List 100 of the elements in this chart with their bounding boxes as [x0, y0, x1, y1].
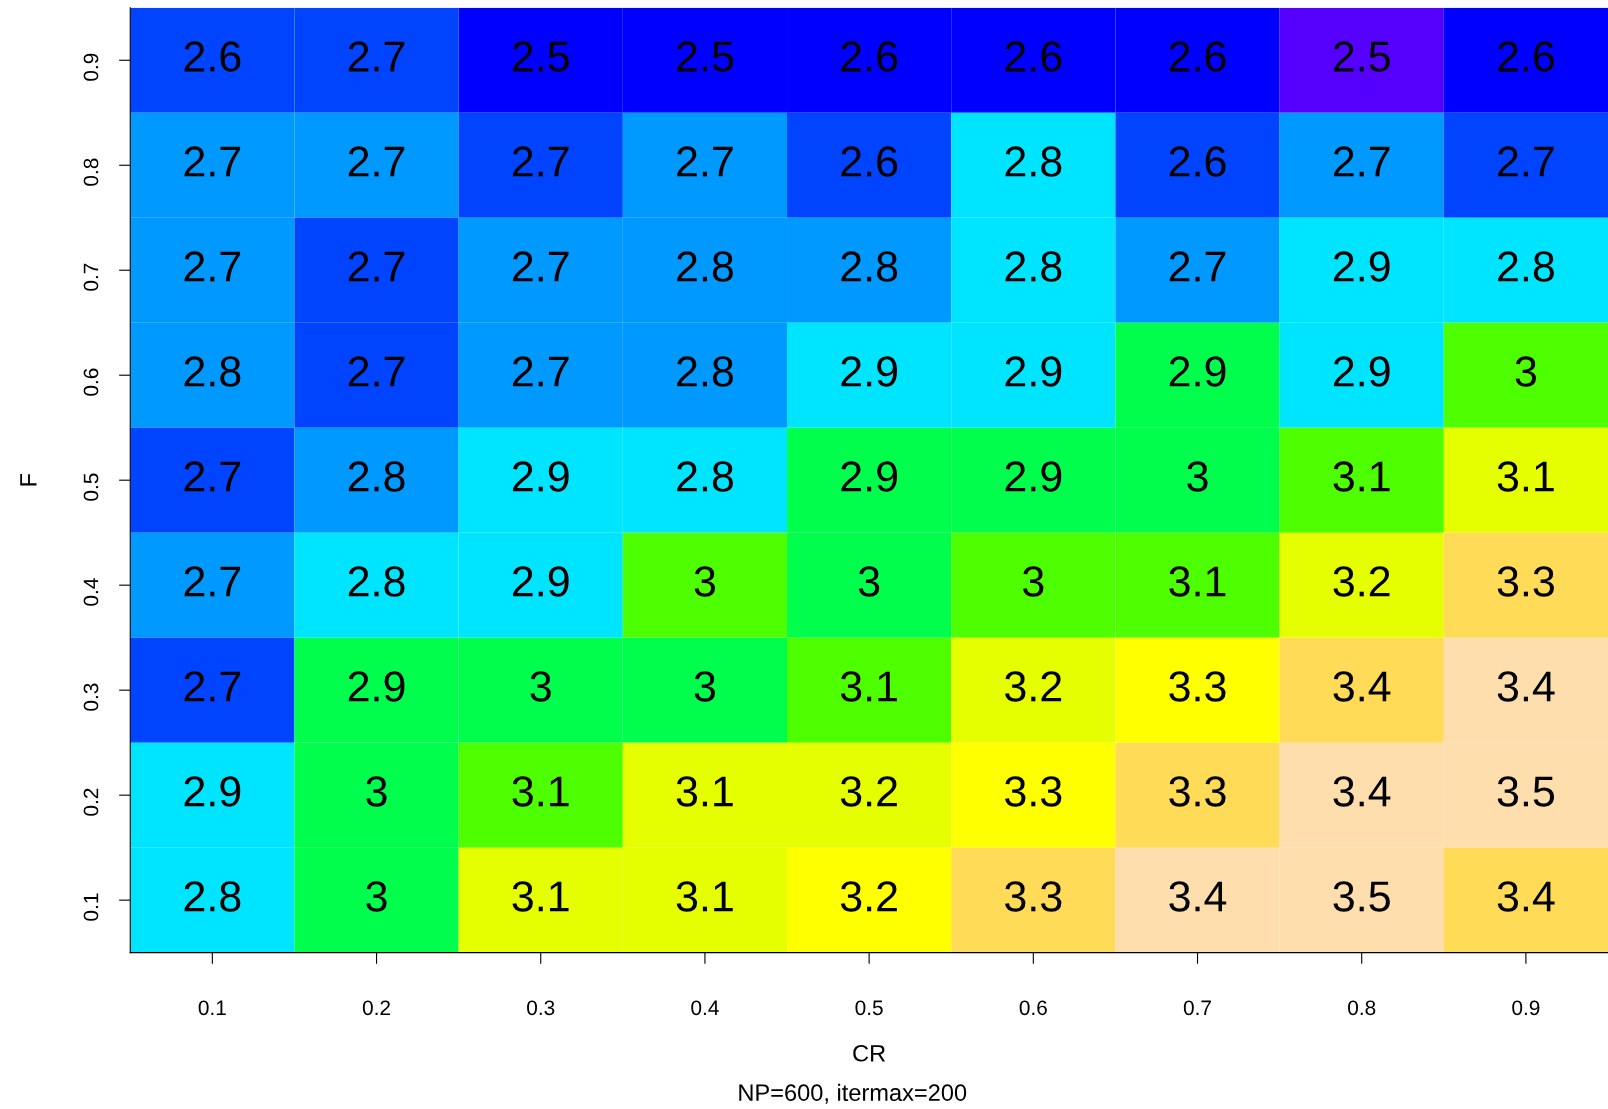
data-label: 3.3: [1497, 566, 1554, 597]
data-label: 3.2: [1005, 671, 1062, 702]
data-label: 2.9: [841, 356, 898, 387]
data-label: 2.7: [1169, 251, 1226, 282]
data-label: 2.7: [184, 461, 241, 492]
data-label: 3.3: [1005, 881, 1062, 912]
x-tick-label: 0.8: [1348, 1000, 1376, 1016]
data-label: 3.4: [1333, 776, 1391, 807]
data-label: 2.5: [512, 41, 569, 72]
data-label: 2.8: [1005, 146, 1062, 177]
data-label: 3.3: [1169, 671, 1226, 702]
data-label: 3.4: [1497, 881, 1555, 912]
x-tick-label: 0.3: [527, 1000, 555, 1016]
data-label: 2.7: [1498, 146, 1554, 177]
data-label: 3.1: [676, 776, 733, 807]
data-label: 2.5: [677, 41, 734, 72]
x-axis-title: CR: [853, 1044, 886, 1062]
data-label: 3: [1515, 356, 1536, 387]
data-label: 2.8: [677, 356, 733, 387]
data-label: 3: [694, 566, 716, 597]
data-label: 2.9: [1333, 251, 1390, 282]
y-tick-label: 0.3: [83, 683, 99, 711]
data-label: 2.7: [348, 41, 405, 72]
data-label: 2.6: [1005, 41, 1062, 72]
data-label: 2.9: [184, 776, 241, 807]
data-label: 2.6: [841, 41, 898, 72]
data-label: 3.2: [1333, 566, 1390, 597]
data-label: 2.7: [677, 146, 733, 177]
x-tick-label: 0.5: [855, 1000, 883, 1016]
data-label: 3.1: [512, 776, 569, 807]
data-label: 2.6: [841, 146, 898, 177]
data-label: 2.9: [1169, 356, 1226, 387]
x-tick-label: 0.4: [691, 1000, 719, 1016]
data-label: 3.1: [512, 881, 569, 912]
data-label: 3.3: [1169, 776, 1226, 807]
y-tick-label: 0.9: [83, 53, 99, 81]
data-label: 2.8: [841, 251, 898, 282]
data-label: 3.1: [1497, 461, 1554, 492]
data-label: 2.9: [1005, 356, 1062, 387]
data-label: 3.1: [676, 881, 733, 912]
data-label: 3: [530, 671, 551, 702]
x-tick-label: 0.6: [1019, 1000, 1047, 1016]
data-label: 3.1: [1169, 566, 1226, 597]
y-axis-title: F: [20, 473, 37, 486]
x-tick-label: 0.7: [1183, 1000, 1211, 1016]
data-label: 2.7: [348, 251, 405, 282]
x-tick-label: 0.2: [362, 1000, 390, 1016]
data-label: 2.6: [1169, 146, 1226, 177]
data-label: 2.7: [184, 251, 241, 282]
data-label: 2.5: [1333, 41, 1390, 72]
data-label: 3.5: [1333, 881, 1390, 912]
data-label: 3: [858, 566, 880, 597]
y-tick-label: 0.6: [83, 368, 99, 396]
data-label: 2.7: [184, 146, 241, 177]
data-label: 3: [366, 776, 387, 807]
y-tick-label: 0.2: [83, 788, 99, 816]
data-label: 3.4: [1497, 671, 1555, 702]
data-label: 2.6: [1498, 41, 1554, 72]
text: NP=600, itermax=200: [739, 1083, 967, 1104]
data-label: 3.4: [1169, 881, 1227, 912]
data-label: 2.8: [1005, 251, 1062, 282]
data-label: 3.1: [1333, 461, 1390, 492]
data-label: 3.4: [1333, 671, 1391, 702]
data-label: 2.8: [1498, 251, 1554, 282]
data-label: 3.5: [1497, 776, 1555, 807]
data-label: 2.8: [184, 881, 241, 912]
data-label: 2.9: [512, 461, 569, 492]
data-label: 2.7: [184, 671, 241, 702]
data-label: 2.7: [512, 356, 569, 387]
data-label: 2.6: [184, 41, 241, 72]
data-label: 2.9: [512, 566, 569, 597]
data-label: 3.2: [840, 776, 897, 807]
data-label: 2.8: [677, 461, 733, 492]
data-label: 2.6: [1169, 41, 1226, 72]
data-label: 3: [1022, 566, 1044, 597]
data-label: 2.8: [348, 566, 405, 597]
data-label: 2.7: [348, 356, 405, 387]
data-label: 2.7: [1333, 146, 1390, 177]
x-tick-label: 0.9: [1512, 1000, 1540, 1016]
data-label: 2.8: [677, 251, 733, 282]
data-label: 2.7: [348, 146, 405, 177]
data-label: 3.3: [1005, 776, 1062, 807]
data-label: 2.8: [184, 356, 241, 387]
data-label: 2.7: [512, 251, 569, 282]
data-label: 3: [366, 881, 387, 912]
data-label: 2.9: [348, 671, 405, 702]
y-tick-label: 0.1: [83, 893, 99, 921]
y-tick-label: 0.4: [83, 578, 99, 606]
data-label: 3.2: [840, 881, 897, 912]
y-tick-label: 0.7: [83, 263, 99, 291]
data-label: 3: [1187, 461, 1208, 492]
data-label: 2.7: [184, 566, 241, 597]
x-tick-label: 0.1: [198, 1000, 226, 1016]
data-label: 2.9: [1333, 356, 1390, 387]
data-label: 2.9: [841, 461, 898, 492]
data-label: 2.9: [1005, 461, 1062, 492]
data-label: 3.1: [840, 671, 897, 702]
y-tick-label: 0.5: [83, 473, 99, 501]
y-tick-label: 0.8: [83, 158, 99, 186]
data-label: 2.7: [512, 146, 569, 177]
